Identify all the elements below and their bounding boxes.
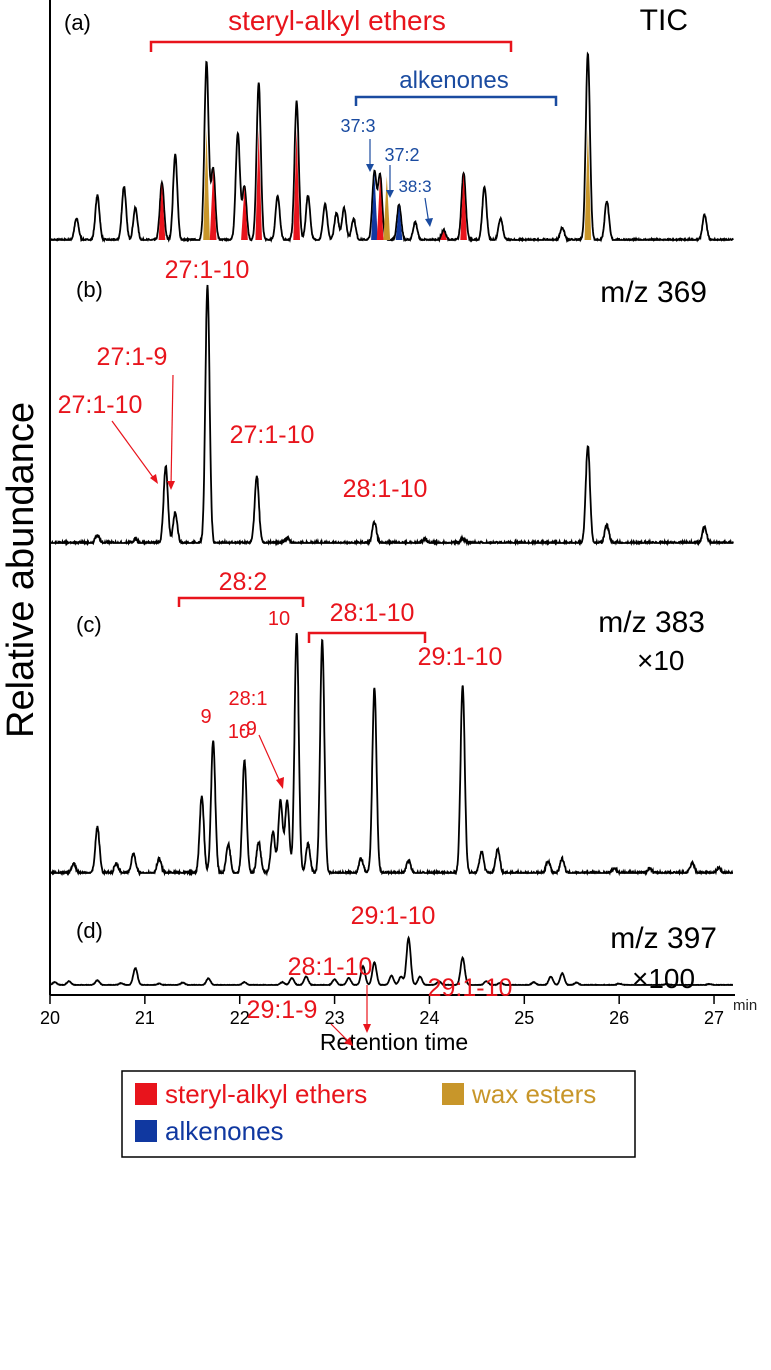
c-annotation-10-lower: 10 (228, 721, 250, 743)
trace-line-panel-c (49, 633, 734, 877)
alkenone-arrowhead-37-2 (386, 190, 394, 198)
compound-class-markers (158, 129, 592, 240)
x-tick-label: 23 (325, 1008, 345, 1028)
alkenone-label-37-2: 37:2 (384, 145, 419, 165)
d-arrow-29-1-9 (330, 1023, 351, 1044)
c-arrowhead-28-1-9 (276, 777, 284, 789)
c-annotation-10-top: 10 (268, 608, 290, 630)
panel-a-label: (a) (64, 10, 91, 35)
panel-d-multiplier: ×100 (632, 963, 695, 994)
panel-b-trace-name: m/z 369 (600, 276, 707, 309)
alkenone-label-38-3: 38:3 (398, 177, 431, 196)
panel-a-trace-name: TIC (640, 4, 688, 37)
legend-label-alkenones: alkenones (165, 1116, 284, 1146)
c-annotation-28-1-10: 28:1-10 (330, 599, 415, 627)
b-arrowhead-1-9 (167, 481, 175, 490)
x-tick-label: 22 (230, 1008, 250, 1028)
marker-steryl-alkyl-ethers (241, 186, 248, 240)
legend-label-steryl: steryl-alkyl ethers (165, 1079, 367, 1109)
panel-b-label: (b) (76, 277, 103, 302)
b-annotation-1-10-right: 27:1-10 (230, 421, 315, 449)
d-annotation-28-1-10: 28:1-10 (288, 953, 373, 981)
alkenone-label-37-3: 37:3 (340, 116, 375, 136)
b-arrow-1-9 (170, 374, 174, 487)
alkenone-arrowhead-37-3 (366, 164, 374, 172)
marker-steryl-alkyl-ethers (255, 129, 262, 240)
x-tick-label: 26 (609, 1008, 629, 1028)
trace-line-panel-b (49, 284, 734, 547)
b-annotation-top: 27:1-10 (165, 256, 250, 284)
d-arrowhead-29-1-9 (344, 1037, 353, 1046)
legend: steryl-alkyl ethers wax esters alkenones (121, 1070, 636, 1158)
legend-label-wax: wax esters (471, 1079, 596, 1109)
marker-wax-esters (584, 129, 592, 240)
b-arrowhead-1-10-left (150, 474, 158, 484)
x-tick-label: 27 (704, 1008, 724, 1028)
c-bracket-28-1-10 (307, 631, 427, 643)
chromatogram-traces (49, 51, 734, 987)
trace-line-panel-d (49, 935, 733, 987)
trace-line-panel-a (49, 51, 734, 244)
panel-c-multiplier: ×10 (637, 645, 685, 676)
x-axis-label: Retention time (320, 1029, 468, 1055)
legend-swatch-alkenones (135, 1120, 157, 1142)
c-arrow-28-1-9 (258, 734, 282, 785)
panel-c-label: (c) (76, 612, 102, 637)
marker-steryl-alkyl-ethers (209, 168, 217, 240)
x-tick-label: 21 (135, 1008, 155, 1028)
alkenone-arrowhead-38-3 (425, 218, 433, 227)
alkenones-bracket-label: alkenones (399, 67, 508, 94)
alkenones-bracket (354, 95, 558, 106)
b-annotation-1-9: 27:1-9 (97, 343, 168, 371)
marker-alkenones (371, 172, 378, 240)
c-annotation-29-1-10: 29:1-10 (418, 643, 503, 671)
panel-d-label: (d) (76, 918, 103, 943)
marker-steryl-alkyl-ethers (293, 129, 300, 240)
marker-steryl-alkyl-ethers (158, 183, 166, 240)
d-arrowhead-28-1-10 (363, 1024, 371, 1033)
x-axis-ticks: 20 21 22 23 24 25 26 27 (40, 995, 724, 1028)
c-annotation-28-2: 28:2 (219, 568, 268, 596)
x-tick-label: 25 (514, 1008, 534, 1028)
c-annotation-9: 9 (200, 706, 211, 728)
d-annotation-29-1-10-right: 29:1-10 (428, 974, 513, 1002)
steryl-alkyl-ethers-bracket (149, 40, 513, 52)
marker-steryl-alkyl-ethers (460, 172, 467, 240)
d-annotation-29-1-9: 29:1-9 (247, 996, 318, 1024)
b-arrow-1-10-left (111, 420, 156, 481)
c-annotation-minus-9: -9 (239, 718, 257, 740)
marker-alkenones (395, 204, 403, 240)
b-annotation-1-10-left: 27:1-10 (58, 391, 143, 419)
marker-steryl-alkyl-ethers (376, 175, 384, 240)
legend-swatch-wax (442, 1083, 464, 1105)
marker-wax-esters (203, 129, 210, 240)
panel-d-trace-name: m/z 397 (610, 922, 717, 955)
x-axis-unit: min (733, 997, 757, 1014)
c-bracket-28-2 (177, 596, 305, 607)
b-annotation-28-1-10: 28:1-10 (343, 475, 428, 503)
legend-swatch-steryl (135, 1083, 157, 1105)
x-tick-label: 24 (419, 1008, 439, 1028)
steryl-alkyl-ethers-bracket-label: steryl-alkyl ethers (228, 5, 446, 36)
marker-wax-esters (383, 175, 391, 240)
x-tick-label: 20 (40, 1008, 60, 1028)
c-annotation-28-1: 28:1 (229, 688, 268, 710)
marker-steryl-alkyl-ethers (440, 231, 447, 240)
panel-c-trace-name: m/z 383 (598, 606, 705, 639)
legend-box (121, 1070, 636, 1158)
d-annotation-29-1-10-top: 29:1-10 (351, 902, 436, 930)
y-axis-label: Relative abundance (0, 402, 42, 738)
